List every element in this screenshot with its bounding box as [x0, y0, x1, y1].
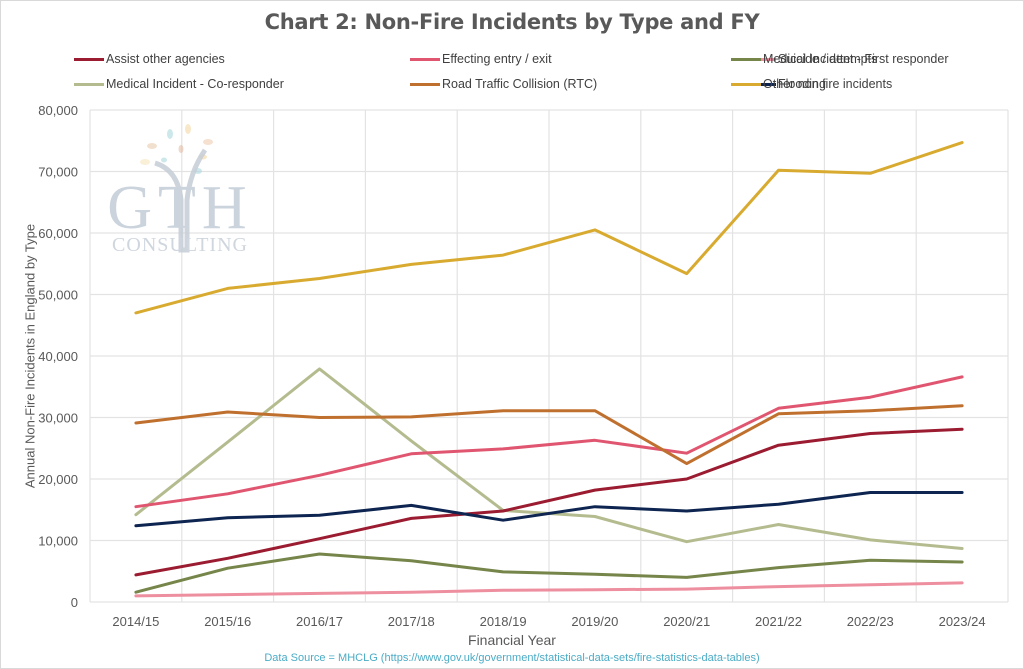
y-tick-label: 60,000	[38, 226, 78, 241]
y-tick-label: 50,000	[38, 288, 78, 303]
watermark-leaf	[203, 139, 213, 145]
series-line-medical-incident-first-responder	[134, 552, 964, 594]
legend-item: Flooding	[746, 77, 826, 91]
legend-label: Other non fire incidents	[763, 77, 893, 91]
x-tick-label: 2020/21	[663, 614, 710, 629]
legend-item: Effecting entry / exit	[410, 52, 552, 66]
legend-item: Assist other agencies	[74, 52, 225, 66]
series-lines	[134, 141, 964, 598]
x-tick-label: 2019/20	[571, 614, 618, 629]
series-line-suicide-attempts	[134, 581, 964, 598]
watermark-text: GTH	[107, 174, 252, 242]
gridlines	[89, 109, 1009, 603]
y-axis-title: Annual Non-Fire Incidents in England by …	[22, 223, 38, 489]
x-tick-label: 2014/15	[112, 614, 159, 629]
legend-swatch	[74, 57, 104, 61]
watermark-leaf	[140, 159, 150, 165]
legend-swatch	[746, 57, 776, 61]
x-tick-label: 2017/18	[388, 614, 435, 629]
watermark-subtitle: CONSULTING	[112, 234, 248, 256]
watermark-leaf	[161, 157, 167, 163]
legend-swatch	[731, 82, 761, 86]
chart-title: Chart 2: Non-Fire Incidents by Type and …	[264, 10, 760, 34]
watermark-tree-trunk	[154, 148, 208, 253]
y-tick-label: 10,000	[38, 534, 78, 549]
legend-label: Effecting entry / exit	[442, 52, 552, 66]
y-axis-ticks: 0 10,000 20,000 30,000 40,000 50,000 60,000 70,…	[38, 103, 78, 610]
legend-label: Suicide / attempts	[778, 52, 878, 66]
x-tick-label: 2022/23	[847, 614, 894, 629]
legend-label: Medical Incident - First responder	[763, 52, 949, 66]
x-tick-label: 2023/24	[939, 614, 986, 629]
y-tick-label: 0	[71, 595, 78, 610]
x-tick-label: 2018/19	[480, 614, 527, 629]
series-line-assist-other-agencies	[134, 427, 964, 577]
legend-item: Medical Incident - Co-responder	[74, 77, 284, 91]
series-line-effecting-entry-exit	[134, 375, 964, 509]
legend-label: Assist other agencies	[106, 52, 225, 66]
y-tick-label: 80,000	[38, 103, 78, 118]
legend: Assist other agencies Effecting entry / e…	[74, 50, 1004, 100]
x-tick-label: 2015/16	[204, 614, 251, 629]
legend-swatch	[746, 82, 776, 86]
legend-label: Road Traffic Collision (RTC)	[442, 77, 598, 91]
y-tick-label: 70,000	[38, 165, 78, 180]
legend-item: Medical Incident - First responder	[731, 52, 949, 66]
legend-item: Suicide / attempts	[746, 52, 877, 66]
y-tick-label: 30,000	[38, 411, 78, 426]
watermark-logo: GTH CONSULTING	[107, 124, 252, 256]
watermark-leaf	[185, 124, 191, 134]
y-tick-label: 40,000	[38, 349, 78, 364]
legend-label: Flooding	[778, 77, 826, 91]
legend-item: Road Traffic Collision (RTC)	[410, 77, 597, 91]
series-line-other-non-fire-incidents	[134, 141, 964, 315]
legend-swatch	[410, 82, 440, 86]
x-axis-ticks: 2014/15 2015/16 2016/17 2017/18 2018/19 2019/…	[112, 614, 985, 629]
x-tick-label: 2016/17	[296, 614, 343, 629]
watermark-leaf	[147, 143, 157, 149]
series-line-road-traffic-collision-rtc	[134, 404, 964, 466]
data-source-note: Data Source = MHCLG (https://www.gov.uk/…	[264, 652, 760, 664]
y-tick-label: 20,000	[38, 472, 78, 487]
legend-swatch	[74, 82, 104, 86]
x-tick-label: 2021/22	[755, 614, 802, 629]
legend-swatch	[731, 57, 761, 61]
series-line-flooding	[134, 491, 964, 528]
x-axis-title: Financial Year	[468, 632, 556, 648]
legend-item: Other non fire incidents	[731, 77, 892, 91]
watermark-leaf	[178, 145, 184, 153]
legend-swatch	[410, 57, 440, 61]
legend-label: Medical Incident - Co-responder	[106, 77, 284, 91]
watermark-leaf	[167, 129, 173, 139]
